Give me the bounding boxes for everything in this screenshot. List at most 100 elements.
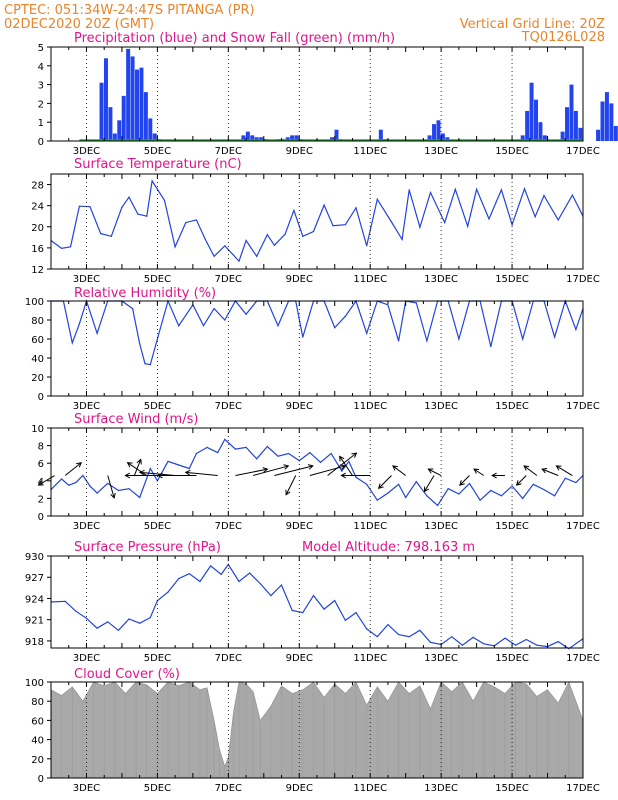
precip-bar [600,101,605,141]
data-point [344,224,346,226]
data-point [302,612,304,614]
data-point [210,565,212,567]
data-point [273,244,276,246]
x-tick-label: 5DEC [144,274,171,285]
data-point [96,332,98,334]
data-point [444,221,446,224]
y-tick-label: 0 [38,137,44,148]
plot-area [51,556,583,648]
y-tick-label: 100 [25,678,44,689]
data-point [436,504,439,507]
data-point [291,609,293,612]
data-point [128,618,130,620]
x-tick-label: 9DEC [286,146,313,157]
x-tick-label: 5DEC [144,783,171,794]
x-tick-label: 3DEC [73,401,100,412]
data-point [472,636,474,638]
x-tick-label: 3DEC [73,146,100,157]
header-vertical-grid: Vertical Grid Line: 20Z [460,17,605,32]
x-tick-label: 13DEC [424,401,458,412]
precip-bar [534,99,539,141]
data-point [302,235,304,237]
data-point [234,448,237,450]
data-point [110,235,112,237]
y-tick-label: 1 [38,118,44,129]
precip-bar [432,124,437,141]
data-point [429,191,432,194]
data-point [543,195,545,197]
precip-bar [569,84,574,141]
x-tick-label: 15DEC [495,274,529,285]
data-point [405,496,407,499]
y-tick-label: 921 [25,616,44,627]
wind-arrow-head [491,472,497,479]
data-point [107,621,109,623]
x-tick-label: 13DEC [424,521,458,532]
data-point [419,226,421,228]
x-tick-label: 11DEC [353,521,387,532]
y-tick-label: 12 [31,265,44,276]
data-point [397,633,400,636]
x-tick-label: 7DEC [215,521,242,532]
data-point [149,364,151,366]
data-point [224,438,226,441]
precip-bar [126,48,131,141]
precip-bar [529,82,534,141]
data-point [419,629,421,631]
data-point [68,484,70,486]
data-point [319,461,322,463]
precip-bar [121,95,126,141]
precip-bar [108,107,113,141]
data-point [270,595,272,597]
precip-bar [604,92,609,141]
data-point [96,627,98,629]
x-tick-label: 17DEC [566,146,600,157]
x-tick-label: 9DEC [286,401,313,412]
data-point [500,189,503,191]
x-tick-label: 15DEC [495,401,529,412]
wind-arrow [185,471,218,477]
data-point [554,495,556,497]
data-point [280,584,283,586]
wind-arrow [139,471,176,477]
data-point [408,189,410,191]
header-location: CPTEC: 051:34W-24:47S PITANGA (PR) [4,3,255,18]
y-tick-label: 3 [38,81,44,92]
data-point [461,644,464,646]
wind-arrow-head [136,458,142,465]
x-tick-label: 7DEC [215,274,242,285]
data-point [302,336,304,338]
data-point [483,643,485,645]
data-point [213,255,215,257]
data-point [344,619,346,622]
wind-arrow-head [340,464,347,470]
data-point [476,188,478,190]
data-point [415,302,417,304]
y-tick-label: 0 [38,392,44,403]
data-point [61,478,63,480]
data-point [178,578,180,580]
data-point [522,338,524,340]
x-tick-label: 17DEC [566,274,600,285]
data-point [534,216,536,218]
precip-bar [440,133,445,141]
data-point [75,481,77,484]
plot-area [51,301,583,396]
y-tick-label: 40 [31,736,44,747]
data-point [178,325,180,327]
precip-bar [330,137,335,141]
y-tick-label: 924 [25,594,44,605]
precip-bar [135,69,140,141]
wind-arrow-head [339,455,345,462]
panel-subtitle: Model Altitude: 798.163 m [302,540,475,555]
precip-bar [294,135,299,141]
wind-arrow [541,468,559,476]
data-point [467,225,469,227]
y-tick-label: 8 [38,442,44,453]
wind-arrow [107,475,115,499]
wind-arrow-head [37,480,44,486]
precip-bar [112,133,117,141]
precip-bar [152,133,157,141]
precip-bar [117,120,122,141]
data-point [543,489,545,491]
